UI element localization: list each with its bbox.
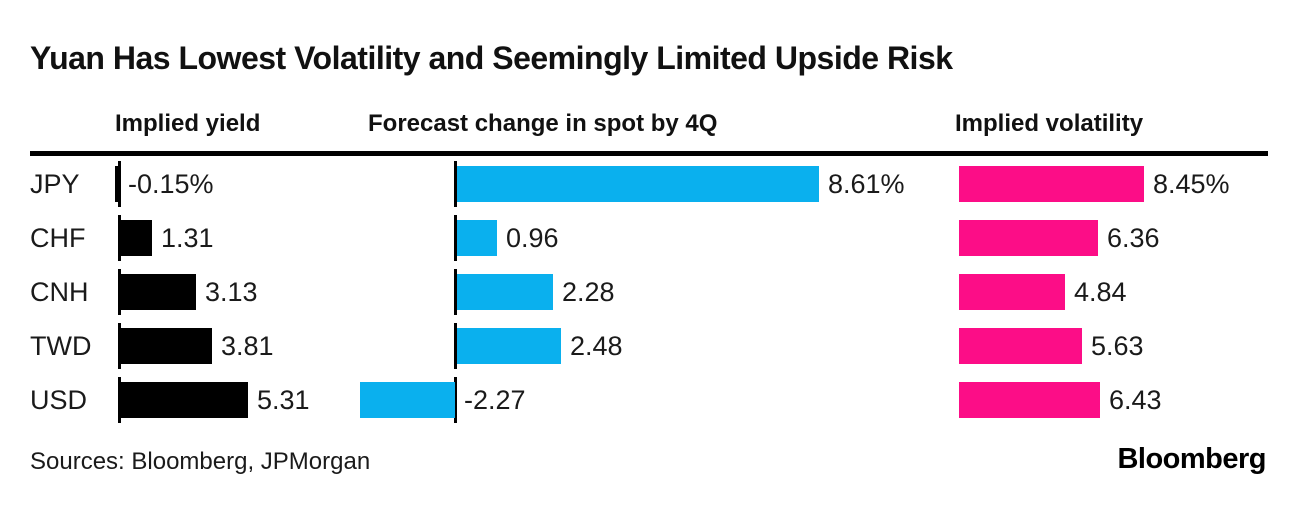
category-label-jpy: JPY: [30, 169, 80, 199]
category-label-twd: TWD: [30, 331, 92, 361]
implied-yield-value-cnh: 3.13: [205, 277, 258, 307]
implied-yield-bar-usd: [121, 382, 248, 418]
forecast-change-value-cnh: 2.28: [562, 277, 615, 307]
forecast-change-axis-tick: [454, 215, 457, 261]
implied-volatility-bar-chf: [959, 220, 1098, 256]
forecast-change-value-usd: -2.27: [464, 385, 526, 415]
implied-volatility-value-usd: 6.43: [1109, 385, 1162, 415]
forecast-change-axis-tick: [454, 377, 457, 423]
category-label-chf: CHF: [30, 223, 86, 253]
implied-yield-bar-twd: [121, 328, 212, 364]
implied-volatility-bar-twd: [959, 328, 1082, 364]
column-header-implied-yield: Implied yield: [115, 110, 261, 137]
implied-yield-axis-tick: [118, 323, 121, 369]
implied-volatility-value-twd: 5.63: [1091, 331, 1144, 361]
forecast-change-bar-cnh: [457, 274, 553, 310]
implied-yield-axis-tick: [118, 269, 121, 315]
implied-yield-axis-tick: [118, 377, 121, 423]
column-header-implied-volatility: Implied volatility: [955, 110, 1144, 137]
forecast-change-bar-usd: [360, 382, 455, 418]
forecast-change-bar-twd: [457, 328, 561, 364]
header-rule: [30, 151, 1268, 156]
implied-volatility-value-jpy: 8.45%: [1153, 169, 1230, 199]
implied-volatility-bar-jpy: [959, 166, 1144, 202]
sources-text: Sources: Bloomberg, JPMorgan: [30, 448, 371, 475]
implied-yield-value-twd: 3.81: [221, 331, 274, 361]
implied-yield-axis-tick: [118, 161, 121, 207]
implied-yield-value-usd: 5.31: [257, 385, 310, 415]
forecast-change-bar-jpy: [457, 166, 819, 202]
implied-yield-value-jpy: -0.15%: [128, 169, 214, 199]
implied-yield-value-chf: 1.31: [161, 223, 214, 253]
forecast-change-bar-chf: [457, 220, 497, 256]
bloomberg-logo: Bloomberg: [1117, 443, 1266, 475]
implied-yield-bar-chf: [121, 220, 152, 256]
category-label-cnh: CNH: [30, 277, 89, 307]
chart-title: Yuan Has Lowest Volatility and Seemingly…: [30, 40, 953, 76]
implied-volatility-value-cnh: 4.84: [1074, 277, 1127, 307]
implied-yield-axis-tick: [118, 215, 121, 261]
implied-yield-bar-cnh: [121, 274, 196, 310]
forecast-change-value-jpy: 8.61%: [828, 169, 905, 199]
category-label-usd: USD: [30, 385, 88, 415]
forecast-change-value-twd: 2.48: [570, 331, 623, 361]
implied-volatility-bar-usd: [959, 382, 1100, 418]
forecast-change-axis-tick: [454, 269, 457, 315]
forecast-change-value-chf: 0.96: [506, 223, 559, 253]
column-header-forecast-change: Forecast change in spot by 4Q: [368, 110, 718, 137]
implied-yield-bar-jpy: [115, 166, 119, 202]
forecast-change-axis-tick: [454, 323, 457, 369]
implied-volatility-value-chf: 6.36: [1107, 223, 1160, 253]
implied-volatility-bar-cnh: [959, 274, 1065, 310]
forecast-change-axis-tick: [454, 161, 457, 207]
